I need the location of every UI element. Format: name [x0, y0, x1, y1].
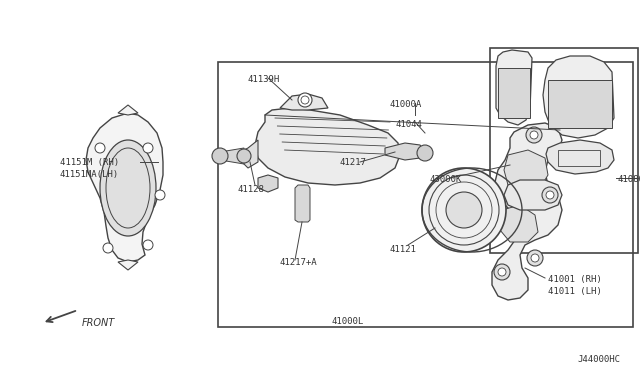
Polygon shape	[118, 105, 138, 115]
Circle shape	[417, 145, 433, 161]
Polygon shape	[255, 108, 400, 185]
Text: FRONT: FRONT	[82, 318, 115, 328]
Polygon shape	[546, 140, 614, 174]
Circle shape	[446, 192, 482, 228]
Polygon shape	[498, 68, 530, 118]
Bar	[490, 48, 638, 253]
Circle shape	[95, 143, 105, 153]
Bar	[218, 62, 633, 327]
Text: 41139H: 41139H	[247, 75, 279, 84]
Polygon shape	[496, 50, 532, 125]
Polygon shape	[280, 94, 328, 110]
Text: 43000K: 43000K	[430, 175, 462, 184]
Text: 41217: 41217	[340, 158, 367, 167]
Polygon shape	[220, 148, 244, 164]
Circle shape	[494, 264, 510, 280]
Circle shape	[526, 127, 542, 143]
Polygon shape	[240, 140, 258, 168]
Text: J44000HC: J44000HC	[577, 355, 620, 364]
Text: 41001 (RH): 41001 (RH)	[548, 275, 602, 284]
Polygon shape	[504, 180, 562, 210]
Text: 41151MA(LH): 41151MA(LH)	[60, 170, 119, 179]
Text: 41011 (LH): 41011 (LH)	[548, 287, 602, 296]
Text: 41151M (RH): 41151M (RH)	[60, 158, 119, 167]
Polygon shape	[258, 175, 278, 192]
Circle shape	[530, 131, 538, 139]
Polygon shape	[295, 185, 310, 222]
Text: 41000A: 41000A	[390, 100, 422, 109]
Polygon shape	[543, 56, 614, 138]
Polygon shape	[498, 205, 538, 242]
Ellipse shape	[100, 140, 156, 236]
Polygon shape	[548, 80, 612, 128]
Text: 41121: 41121	[390, 245, 417, 254]
Text: 41000L: 41000L	[332, 317, 364, 326]
Circle shape	[143, 143, 153, 153]
Circle shape	[298, 93, 312, 107]
Text: 41044: 41044	[395, 120, 422, 129]
Text: 41080K: 41080K	[617, 175, 640, 184]
Circle shape	[212, 148, 228, 164]
Text: 41128: 41128	[238, 185, 265, 194]
Circle shape	[531, 254, 539, 262]
Polygon shape	[492, 123, 562, 300]
Polygon shape	[118, 260, 138, 270]
Circle shape	[143, 240, 153, 250]
Circle shape	[237, 149, 251, 163]
Circle shape	[546, 191, 554, 199]
Circle shape	[422, 168, 506, 252]
Circle shape	[103, 243, 113, 253]
Circle shape	[155, 190, 165, 200]
Polygon shape	[504, 150, 548, 192]
Circle shape	[527, 250, 543, 266]
Circle shape	[498, 268, 506, 276]
Polygon shape	[86, 113, 163, 262]
Text: 41217+A: 41217+A	[280, 258, 317, 267]
Circle shape	[542, 187, 558, 203]
Polygon shape	[385, 143, 425, 160]
